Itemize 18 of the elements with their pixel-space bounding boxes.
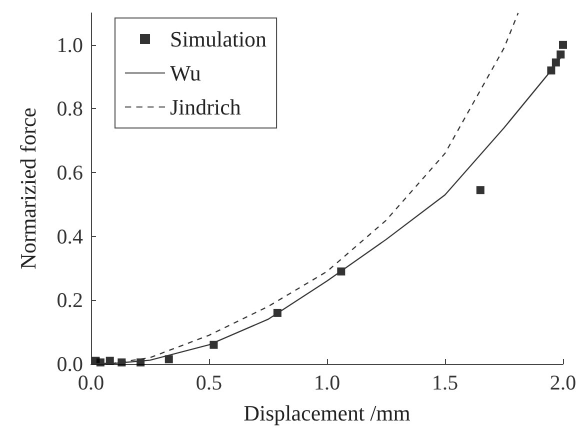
x-tick-label: 0.5 <box>196 370 222 394</box>
x-axis-title: Displacement /mm <box>244 400 410 426</box>
point <box>164 355 173 364</box>
legend-label: Jindrich <box>170 94 241 120</box>
x-tick-label: 1.0 <box>314 370 340 394</box>
y-tick-label: 0.4 <box>56 224 84 248</box>
y-tick-label: 0.2 <box>56 288 83 312</box>
y-tick-label: 0.6 <box>56 160 83 185</box>
y-tick-label: 0.8 <box>56 96 83 121</box>
y-tick-label: 1.0 <box>56 32 83 57</box>
point <box>476 186 484 194</box>
x-tick-label: 2.0 <box>550 370 576 394</box>
x-tick-label: 1.5 <box>432 370 458 394</box>
legend-label: Wu <box>170 60 201 86</box>
y-axis-title: Normarizied force <box>16 108 40 270</box>
point <box>556 50 565 58</box>
legend-label: Simulation <box>170 26 267 52</box>
point <box>559 40 567 49</box>
